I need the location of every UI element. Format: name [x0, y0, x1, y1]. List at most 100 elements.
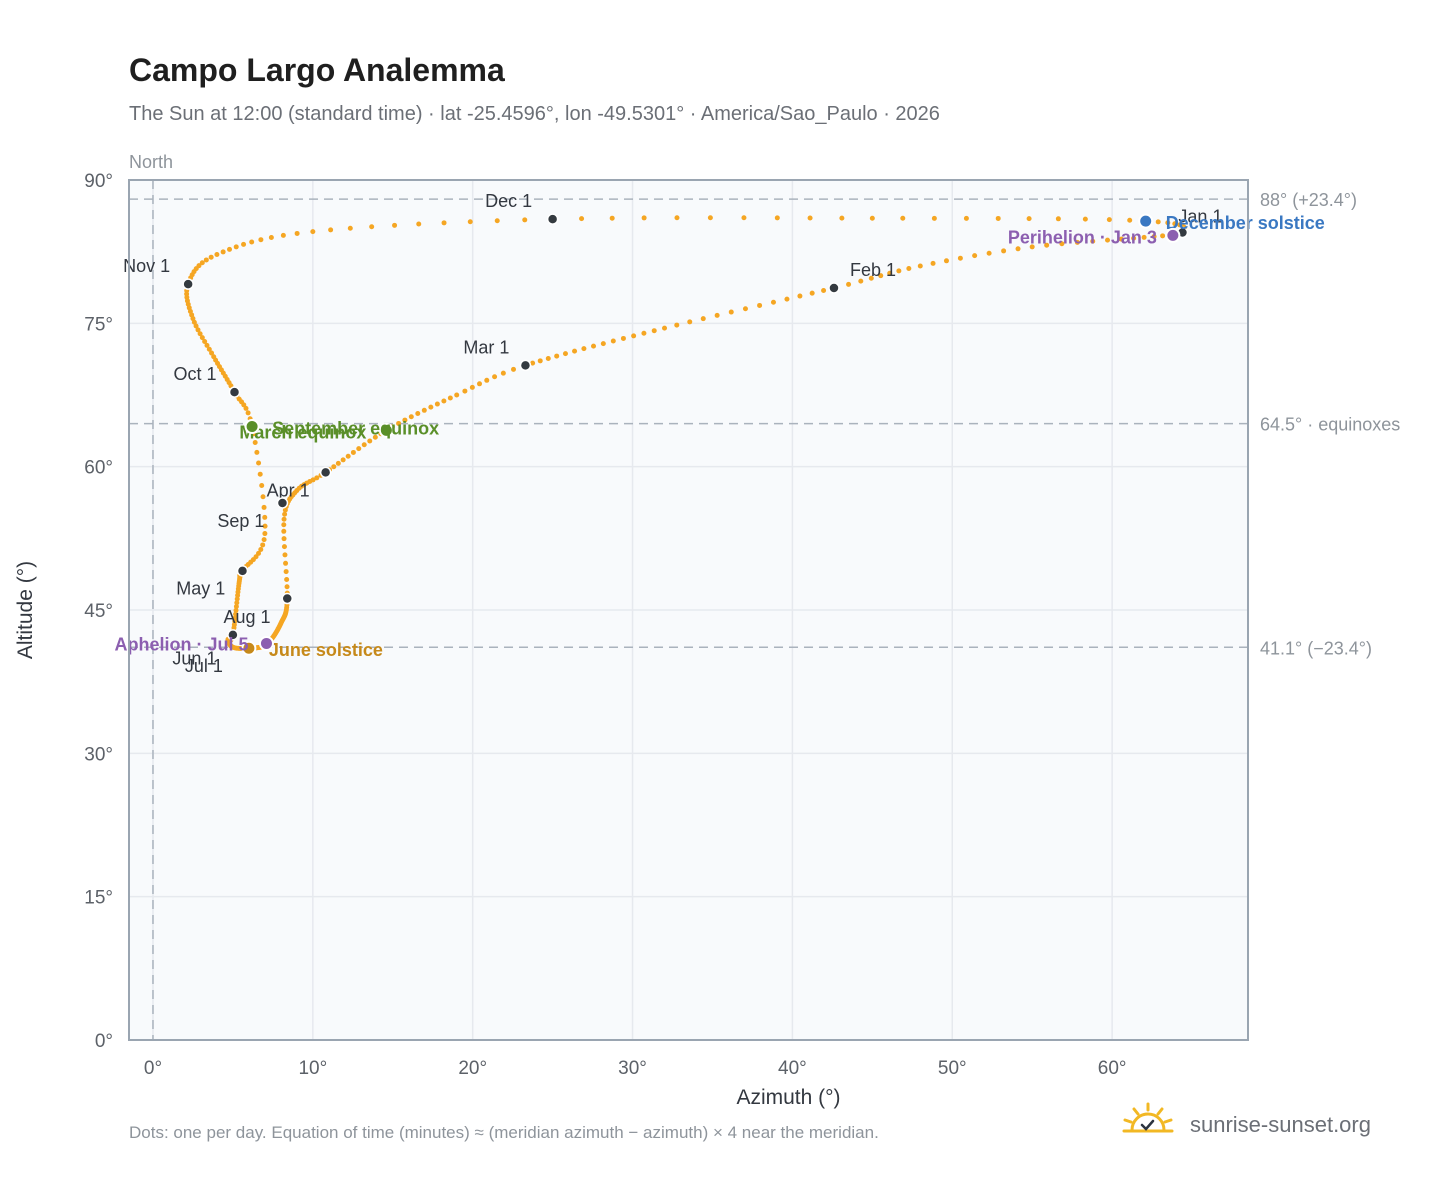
daily-dot [434, 401, 440, 407]
month-label: Jun 1 [172, 648, 216, 668]
daily-dot [195, 327, 201, 333]
daily-dot [878, 273, 884, 279]
y-tick-label: 60° [84, 458, 113, 479]
daily-dot [1155, 219, 1161, 225]
month-label: Jul 1 [185, 656, 223, 676]
footnote: Dots: one per day. Equation of time (min… [129, 1123, 879, 1142]
month-label: Apr 1 [267, 480, 310, 500]
month-dot [236, 565, 249, 577]
chart-title: Campo Largo Analemma [129, 52, 505, 88]
north-marker: North [129, 152, 173, 1040]
daily-dot [284, 584, 290, 590]
daily-dot [262, 514, 268, 520]
daily-dot [268, 234, 274, 240]
north-label: North [129, 152, 173, 172]
month-label: Sep 1 [217, 511, 264, 531]
daily-dot [1160, 233, 1166, 239]
month-dot [546, 213, 559, 225]
month-label: Jan 1 [1178, 207, 1222, 227]
daily-dot [620, 335, 626, 341]
daily-dot [797, 293, 803, 299]
daily-dot [232, 615, 238, 621]
daily-dot [193, 323, 199, 329]
daily-dot [340, 457, 346, 463]
event-label: Aphelion · Jul 5 [114, 634, 248, 654]
daily-dot [256, 460, 262, 466]
daily-dot [454, 392, 460, 398]
x-tick-label: 50° [938, 1058, 967, 1079]
daily-dot [262, 531, 268, 537]
event-dot [1165, 227, 1181, 243]
daily-dot [211, 354, 217, 360]
event-dot [258, 635, 274, 651]
daily-dot [258, 237, 264, 243]
daily-dot [467, 219, 473, 225]
event-dot [378, 422, 394, 438]
daily-dot [1141, 234, 1147, 240]
daily-dot [233, 611, 239, 617]
daily-dot [441, 398, 447, 404]
daily-dot [609, 215, 615, 221]
y-axis-title: Altitude (°) [14, 561, 37, 659]
daily-dot [641, 215, 647, 221]
daily-dot [896, 268, 902, 274]
daily-dot [350, 449, 356, 455]
daily-dot [494, 218, 500, 224]
daily-dot [220, 249, 226, 255]
daily-dot [233, 604, 239, 610]
daily-dot [741, 215, 747, 221]
daily-dot [396, 420, 402, 426]
month-label: May 1 [176, 579, 225, 599]
daily-dot [900, 215, 906, 221]
daily-dot [214, 252, 220, 258]
event-dot [1138, 213, 1154, 229]
daily-dot [421, 407, 427, 413]
daily-dot [392, 222, 398, 228]
daily-dot [415, 411, 421, 417]
daily-dot [687, 319, 693, 325]
daily-dot [203, 257, 209, 263]
y-tick-label: 45° [84, 601, 113, 622]
month-label: Aug 1 [223, 607, 270, 627]
month-label: Nov 1 [123, 256, 170, 276]
daily-dot [372, 434, 378, 440]
y-tick-label: 15° [84, 888, 113, 909]
month-label: Feb 1 [850, 260, 896, 280]
daily-dot [356, 446, 362, 452]
daily-dot [241, 241, 247, 247]
grid-lines [129, 179, 1248, 1041]
daily-dot [707, 215, 713, 221]
daily-dot [314, 475, 320, 481]
daily-dot [1044, 242, 1050, 248]
event-label: June solstice [269, 640, 383, 660]
daily-dot [260, 542, 266, 548]
daily-dot [441, 220, 447, 226]
event-label: March equinox [239, 422, 366, 442]
daily-dot [249, 239, 255, 245]
daily-dot [500, 370, 506, 376]
daily-dot [1055, 216, 1061, 222]
daily-dot [282, 552, 288, 558]
daily-dot [469, 384, 475, 390]
daily-dot [943, 258, 949, 264]
daily-dot [995, 215, 1001, 221]
daily-dot [310, 229, 316, 235]
daily-dot [245, 410, 251, 416]
daily-dot [963, 215, 969, 221]
x-tick-label: 30° [618, 1058, 647, 1079]
reference-lines: 88° (+23.4°) 64.5° · equinoxes 41.1° (−23.… [129, 190, 1400, 658]
daily-dot [807, 215, 813, 221]
daily-dot [261, 537, 267, 543]
y-tick-label: 30° [84, 744, 113, 765]
daily-dot [674, 215, 680, 221]
daily-dot [281, 536, 287, 542]
daily-dot [209, 350, 215, 356]
daily-dot [1172, 221, 1178, 227]
daily-dot [206, 346, 212, 352]
month-dot [182, 278, 194, 290]
daily-dot [202, 339, 208, 345]
brand[interactable]: sunrise-sunset.org [1120, 1100, 1410, 1150]
y-tick-label: 0° [95, 1031, 113, 1052]
